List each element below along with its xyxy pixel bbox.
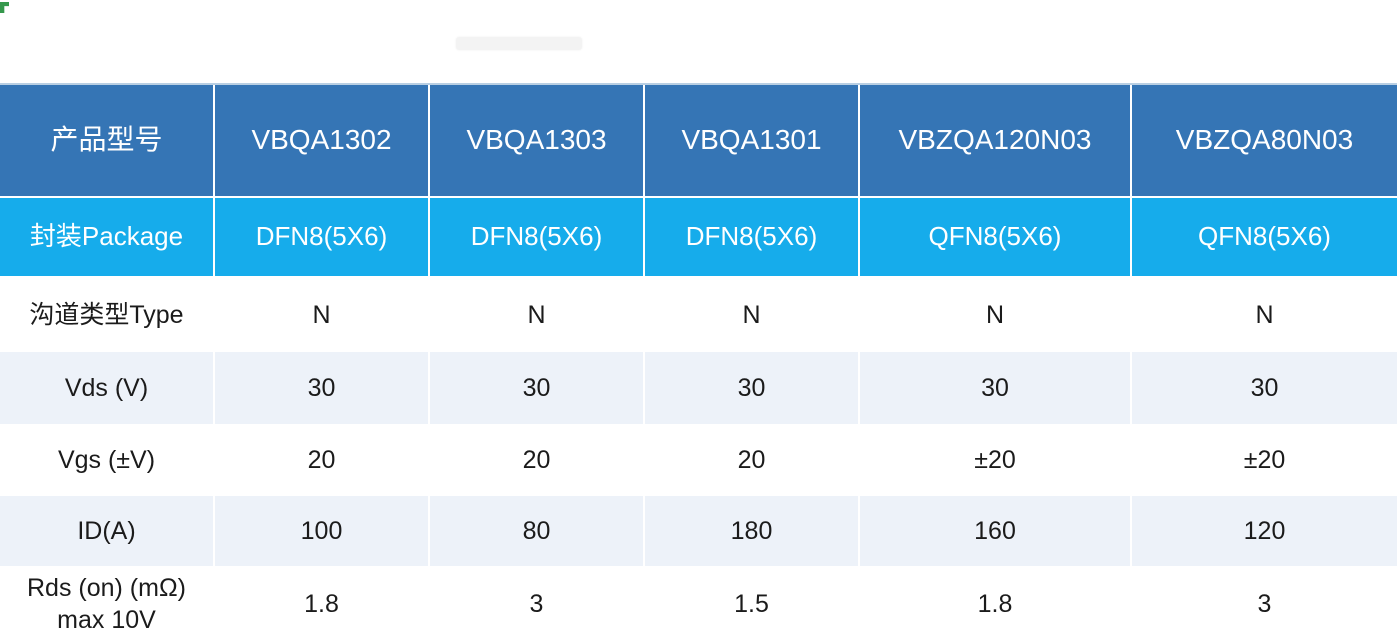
table-cell: 180 xyxy=(645,496,860,566)
table-cell: 1.8 xyxy=(215,566,430,642)
table-cell: 20 xyxy=(430,424,645,496)
column-header-part: VBQA1303 xyxy=(430,85,645,196)
table-row-id: ID(A) 100 80 180 160 120 xyxy=(0,496,1397,566)
table-cell: 20 xyxy=(215,424,430,496)
table-row-channel-type: 沟道类型Type N N N N N xyxy=(0,278,1397,352)
green-corner-artifact xyxy=(0,2,9,13)
table-cell: 3 xyxy=(1257,589,1272,618)
table-cell: 20 xyxy=(645,424,860,496)
table-cell: N xyxy=(645,278,860,352)
table-cell: 100 xyxy=(215,496,430,566)
column-header-part: VBZQA120N03 xyxy=(860,85,1132,196)
table-cell: 1.8 xyxy=(860,566,1132,642)
table-cell: 80 xyxy=(430,496,645,566)
row-label-vds: Vds (V) xyxy=(0,352,215,424)
faint-watermark xyxy=(456,37,582,50)
table-cell: 3 xyxy=(430,566,645,642)
column-header-part: VBQA1301 xyxy=(645,85,860,196)
table-header-row: 产品型号 VBQA1302 VBQA1303 VBQA1301 VBZQA120… xyxy=(0,85,1397,198)
row-label-package: 封装Package xyxy=(0,198,215,276)
table-row-vgs: Vgs (±V) 20 20 20 ±20 ±20 xyxy=(0,424,1397,496)
table-cell: N xyxy=(215,278,430,352)
table-cell: ±20 xyxy=(1243,445,1286,474)
table-cell: DFN8(5X6) xyxy=(645,198,860,276)
table-cell: 30 xyxy=(430,352,645,424)
table-cell: 30 xyxy=(860,352,1132,424)
table-cell: N xyxy=(1255,300,1274,329)
table-row-package: 封装Package DFN8(5X6) DFN8(5X6) DFN8(5X6) … xyxy=(0,198,1397,278)
row-label-vgs: Vgs (±V) xyxy=(0,424,215,496)
table-cell: 120 xyxy=(1243,516,1286,545)
table-cell: 30 xyxy=(645,352,860,424)
table-cell: N xyxy=(860,278,1132,352)
column-header-part: VBQA1302 xyxy=(215,85,430,196)
table-cell: QFN8(5X6) xyxy=(860,198,1132,276)
table-cell: ±20 xyxy=(860,424,1132,496)
table-row-rds-on: Rds (on) (mΩ) max 10V 1.8 3 1.5 1.8 3 xyxy=(0,566,1397,642)
row-label-id: ID(A) xyxy=(0,496,215,566)
table-cell: 30 xyxy=(215,352,430,424)
column-header-product-model: 产品型号 xyxy=(0,85,215,196)
table-cell: 1.5 xyxy=(645,566,860,642)
table-cell: 160 xyxy=(860,496,1132,566)
table-cell: DFN8(5X6) xyxy=(215,198,430,276)
row-label-rds-on: Rds (on) (mΩ) max 10V xyxy=(0,566,215,642)
column-header-part: VBZQA80N03 xyxy=(1175,124,1354,156)
row-label-channel-type: 沟道类型Type xyxy=(0,278,215,352)
product-spec-table: 产品型号 VBQA1302 VBQA1303 VBQA1301 VBZQA120… xyxy=(0,83,1397,642)
table-cell: QFN8(5X6) xyxy=(1198,221,1331,252)
table-row-vds: Vds (V) 30 30 30 30 30 xyxy=(0,352,1397,424)
table-cell: 30 xyxy=(1250,373,1279,402)
table-cell: N xyxy=(430,278,645,352)
table-cell: DFN8(5X6) xyxy=(430,198,645,276)
